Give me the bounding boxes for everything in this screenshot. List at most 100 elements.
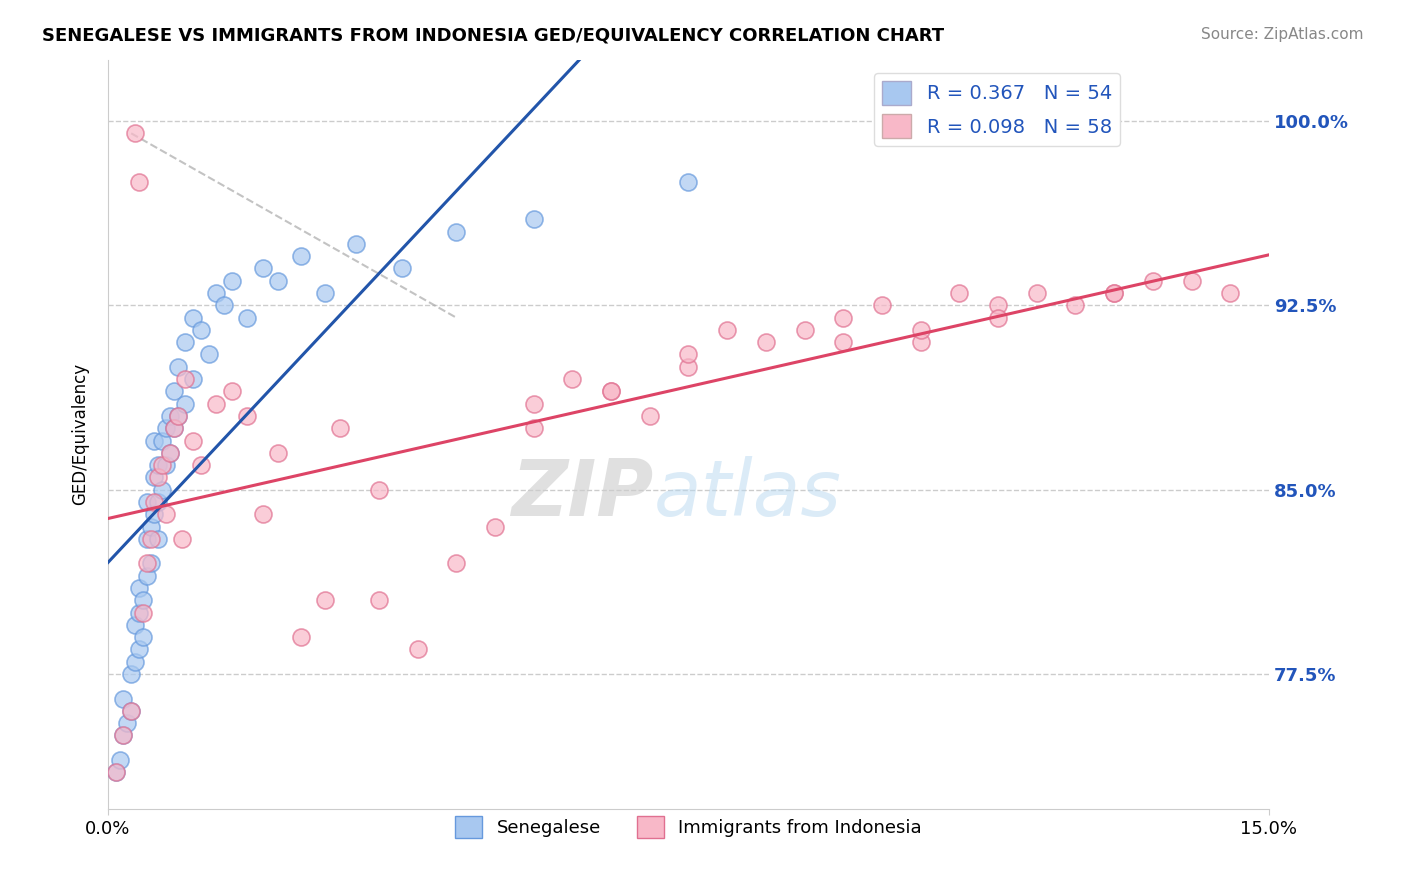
Point — [112, 691, 135, 706]
Point — [163, 384, 186, 399]
Text: atlas: atlas — [654, 457, 842, 533]
Point — [1180, 274, 1202, 288]
Point — [367, 593, 389, 607]
Point — [124, 617, 146, 632]
Point — [446, 225, 468, 239]
Point — [314, 286, 336, 301]
Legend: Senegalese, Immigrants from Indonesia: Senegalese, Immigrants from Indonesia — [447, 809, 929, 845]
Point — [197, 347, 219, 361]
Point — [148, 470, 170, 484]
Point — [135, 532, 157, 546]
Point — [523, 397, 546, 411]
Point — [143, 470, 166, 484]
Point — [236, 409, 259, 423]
Point — [128, 642, 150, 657]
Point — [678, 176, 700, 190]
Point — [112, 728, 135, 742]
Point — [406, 642, 429, 657]
Point — [163, 421, 186, 435]
Point — [446, 557, 468, 571]
Point — [910, 335, 932, 350]
Point — [132, 606, 155, 620]
Point — [124, 655, 146, 669]
Point — [870, 298, 893, 312]
Point — [135, 568, 157, 582]
Point — [174, 335, 197, 350]
Point — [166, 409, 188, 423]
Point — [128, 606, 150, 620]
Point — [108, 753, 131, 767]
Point — [132, 630, 155, 644]
Point — [166, 409, 188, 423]
Text: SENEGALESE VS IMMIGRANTS FROM INDONESIA GED/EQUIVALENCY CORRELATION CHART: SENEGALESE VS IMMIGRANTS FROM INDONESIA … — [42, 27, 945, 45]
Point — [128, 581, 150, 595]
Point — [252, 261, 274, 276]
Point — [120, 667, 142, 681]
Point — [523, 212, 546, 227]
Point — [135, 495, 157, 509]
Point — [561, 372, 583, 386]
Point — [755, 335, 778, 350]
Point — [143, 434, 166, 448]
Point — [139, 557, 162, 571]
Point — [290, 249, 312, 263]
Point — [174, 372, 197, 386]
Point — [139, 532, 162, 546]
Text: ZIP: ZIP — [512, 457, 654, 533]
Point — [267, 274, 290, 288]
Text: Source: ZipAtlas.com: Source: ZipAtlas.com — [1201, 27, 1364, 42]
Point — [163, 421, 186, 435]
Point — [159, 446, 181, 460]
Point — [832, 310, 855, 325]
Point — [221, 274, 243, 288]
Point — [1219, 286, 1241, 301]
Point — [112, 728, 135, 742]
Point — [155, 458, 177, 472]
Point — [124, 126, 146, 140]
Point — [150, 483, 173, 497]
Point — [148, 532, 170, 546]
Point — [267, 446, 290, 460]
Point — [484, 519, 506, 533]
Y-axis label: GED/Equivalency: GED/Equivalency — [72, 363, 89, 506]
Point — [190, 458, 212, 472]
Point — [1025, 286, 1047, 301]
Point — [212, 298, 235, 312]
Point — [120, 704, 142, 718]
Point — [391, 261, 413, 276]
Point — [1102, 286, 1125, 301]
Point — [143, 495, 166, 509]
Point — [205, 286, 228, 301]
Point — [290, 630, 312, 644]
Point — [148, 495, 170, 509]
Point — [600, 384, 623, 399]
Point — [132, 593, 155, 607]
Point — [155, 507, 177, 521]
Point — [170, 532, 193, 546]
Point — [205, 397, 228, 411]
Point — [104, 765, 127, 780]
Point — [1142, 274, 1164, 288]
Point — [716, 323, 738, 337]
Point — [166, 359, 188, 374]
Point — [329, 421, 352, 435]
Point — [523, 421, 546, 435]
Point — [252, 507, 274, 521]
Point — [139, 519, 162, 533]
Point — [987, 298, 1010, 312]
Point — [181, 372, 204, 386]
Point — [638, 409, 661, 423]
Point — [948, 286, 970, 301]
Point — [181, 434, 204, 448]
Point — [678, 347, 700, 361]
Point — [150, 458, 173, 472]
Point — [128, 176, 150, 190]
Point — [910, 323, 932, 337]
Point — [987, 310, 1010, 325]
Point — [143, 507, 166, 521]
Point — [367, 483, 389, 497]
Point — [314, 593, 336, 607]
Point — [832, 335, 855, 350]
Point — [678, 359, 700, 374]
Point — [117, 716, 139, 731]
